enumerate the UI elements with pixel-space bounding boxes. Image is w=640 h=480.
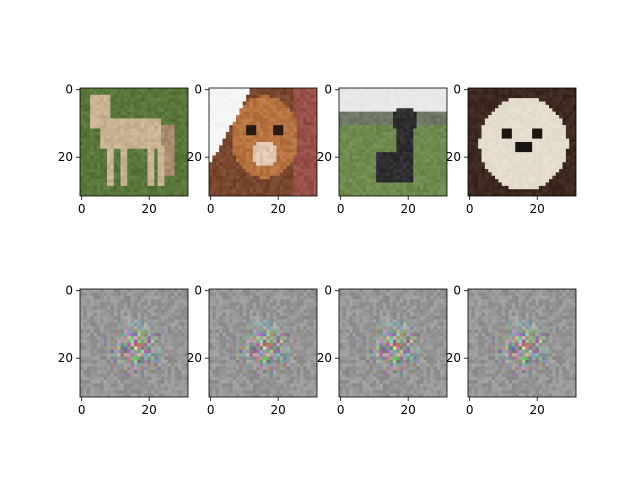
- x-tick-label: 20: [530, 202, 545, 216]
- x-tick-label: 0: [207, 403, 215, 417]
- image-panel-generated-noise: 0 20 0 20: [317, 284, 448, 417]
- y-tick-label: 0: [65, 284, 73, 298]
- x-tick-label: 20: [401, 202, 416, 216]
- y-tick-label: 0: [65, 83, 73, 97]
- x-tick-label: 20: [401, 403, 416, 417]
- y-tick-label: 20: [317, 150, 332, 164]
- panel-image: [209, 88, 317, 196]
- image-panel-generated-noise: 0 20 0 20: [187, 284, 318, 417]
- y-tick-label: 0: [453, 284, 461, 298]
- axes-frame: [208, 288, 318, 398]
- image-panel-generated-noise: 0 20 0 20: [58, 284, 189, 417]
- y-tick-label: 0: [453, 83, 461, 97]
- axes-frame: [467, 288, 577, 398]
- axes-frame: [79, 288, 189, 398]
- image-panel-horse: 0 20 0 20: [58, 83, 189, 216]
- panel-image: [339, 88, 447, 196]
- image-panel-llama: 0 20 0 20: [317, 83, 448, 216]
- panel-image: [209, 289, 317, 397]
- y-tick-label: 20: [58, 351, 73, 365]
- x-tick-label: 0: [337, 403, 345, 417]
- x-tick-label: 0: [337, 202, 345, 216]
- axes-frame: [208, 87, 318, 197]
- y-tick-label: 20: [446, 150, 461, 164]
- image-panel-generated-noise: 0 20 0 20: [446, 284, 577, 417]
- panel-image: [80, 88, 188, 196]
- image-panel-white-puppy: 0 20 0 20: [446, 83, 577, 216]
- y-tick-label: 20: [446, 351, 461, 365]
- y-tick-label: 0: [324, 83, 332, 97]
- image-panel-dog-closeup: 0 20 0 20: [187, 83, 318, 216]
- x-tick-label: 0: [78, 202, 86, 216]
- x-tick-label: 20: [142, 403, 157, 417]
- x-tick-label: 20: [271, 403, 286, 417]
- x-tick-label: 0: [207, 202, 215, 216]
- axes-frame: [338, 288, 448, 398]
- y-tick-label: 0: [324, 284, 332, 298]
- y-tick-label: 0: [194, 83, 202, 97]
- panel-image: [468, 88, 576, 196]
- x-tick-label: 20: [142, 202, 157, 216]
- x-tick-label: 20: [530, 403, 545, 417]
- x-tick-label: 0: [466, 202, 474, 216]
- panel-image: [80, 289, 188, 397]
- panel-image: [468, 289, 576, 397]
- y-tick-label: 20: [317, 351, 332, 365]
- x-tick-label: 20: [271, 202, 286, 216]
- axes-frame: [338, 87, 448, 197]
- y-tick-label: 0: [194, 284, 202, 298]
- y-tick-label: 20: [187, 150, 202, 164]
- panel-image: [339, 289, 447, 397]
- x-tick-label: 0: [78, 403, 86, 417]
- axes-frame: [467, 87, 577, 197]
- y-tick-label: 20: [187, 351, 202, 365]
- y-tick-label: 20: [58, 150, 73, 164]
- x-tick-label: 0: [466, 403, 474, 417]
- axes-frame: [79, 87, 189, 197]
